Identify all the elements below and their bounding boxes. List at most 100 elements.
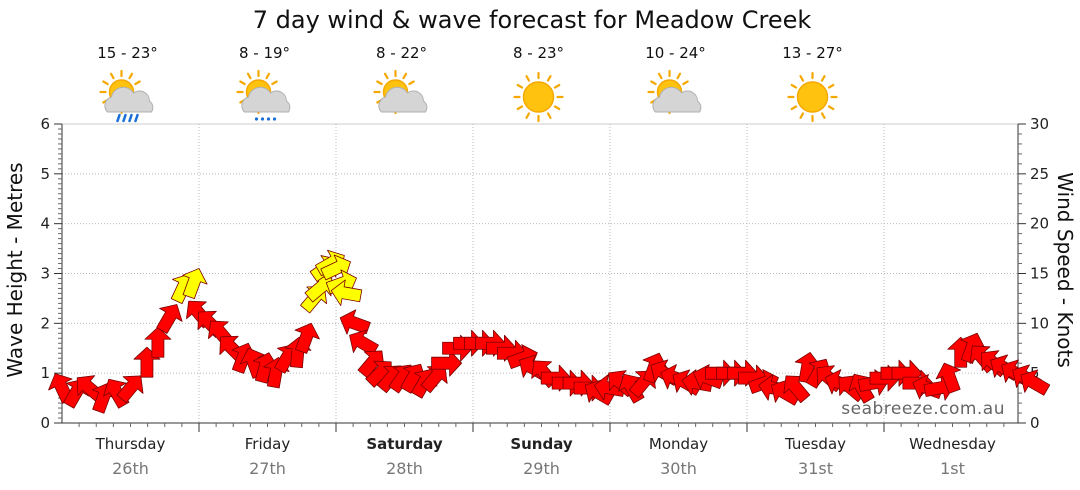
- x-day-label: Monday: [649, 435, 708, 453]
- x-day-label: Friday: [245, 435, 291, 453]
- sun-ray: [246, 72, 252, 80]
- x-date-label: 29th: [523, 459, 560, 478]
- sun-ray: [546, 112, 552, 119]
- sun-ray: [790, 83, 798, 89]
- sun-ray: [128, 72, 134, 80]
- wind-arrow: [330, 279, 363, 306]
- y-left-tick-label: 6: [40, 115, 50, 133]
- weather-forecast-row: 15 - 23° 8 - 19° 8 - 22° 8 - 23° 10 - 24° 13 …: [97, 44, 843, 123]
- sun-ray: [657, 72, 663, 80]
- x-date-label: 31st: [798, 459, 833, 478]
- wind-arrow: [116, 375, 144, 404]
- x-day-label: Wednesday: [909, 435, 996, 453]
- sun-ray: [525, 112, 531, 119]
- drizzle-drop: [254, 117, 259, 121]
- sun-ray: [109, 72, 115, 80]
- chart-title: 7 day wind & wave forecast for Meadow Cr…: [253, 6, 812, 34]
- x-day-label: Saturday: [366, 435, 443, 453]
- drizzle-drop: [260, 117, 265, 121]
- sun-ray: [546, 75, 552, 82]
- sun-ray: [383, 72, 389, 80]
- sun-ray: [239, 80, 246, 86]
- sun-ray: [271, 80, 278, 86]
- y-left-tick-label: 4: [40, 215, 50, 233]
- temperature-range: 10 - 24°: [645, 44, 706, 62]
- sun-cloud-icon: [647, 69, 702, 115]
- x-date-label: 26th: [112, 459, 149, 478]
- sun-ray: [525, 75, 531, 82]
- sun-icon: [513, 71, 564, 123]
- y-right-tick-label: 20: [1030, 215, 1049, 233]
- sun-ray: [376, 80, 383, 86]
- sun-ray: [408, 80, 415, 86]
- sun-ray: [790, 105, 798, 111]
- y-right-tick-label: 10: [1030, 314, 1049, 332]
- y-right-tick-label: 0: [1030, 414, 1040, 432]
- wind-arrow: [935, 362, 962, 394]
- sun-cloud-drizzle-icon: [236, 69, 291, 121]
- sun-ray: [553, 105, 561, 111]
- x-day-label: Sunday: [510, 435, 573, 453]
- sun-ray: [799, 75, 805, 82]
- wind-arrow: [420, 365, 448, 394]
- cloud-shape: [104, 86, 154, 113]
- sun-ray: [820, 112, 826, 119]
- sun-cloud-icon: [373, 69, 428, 115]
- wind-arrow: [1020, 369, 1051, 396]
- wind-arrow: [144, 326, 172, 358]
- sun-ray: [516, 105, 524, 111]
- y-left-tick-label: 0: [40, 414, 50, 432]
- x-date-label: 30th: [660, 459, 697, 478]
- y-right-tick-label: 25: [1030, 165, 1049, 183]
- sun-ray: [827, 83, 835, 89]
- sun-disc: [522, 81, 555, 113]
- wind-arrow: [339, 309, 371, 335]
- sun-ray: [553, 83, 561, 89]
- x-date-label: 28th: [386, 459, 423, 478]
- y-left-tick-label: 1: [40, 364, 50, 382]
- sun-ray: [799, 112, 805, 119]
- sun-ray: [820, 75, 826, 82]
- rain-drop: [128, 113, 133, 123]
- x-date-label: 1st: [940, 459, 965, 478]
- sun-ray: [650, 80, 657, 86]
- temperature-range: 8 - 22°: [376, 44, 427, 62]
- temperature-range: 13 - 27°: [782, 44, 843, 62]
- wind-arrow: [349, 329, 379, 356]
- temperature-range: 8 - 23°: [513, 44, 564, 62]
- temperature-range: 8 - 19°: [239, 44, 290, 62]
- y-axis-right-label: Wind Speed - Knots: [1053, 172, 1077, 368]
- y-left-tick-label: 3: [40, 265, 50, 283]
- wind-arrow: [156, 304, 183, 334]
- y-left-tick-label: 2: [40, 314, 50, 332]
- y-right-tick-label: 30: [1030, 115, 1049, 133]
- rain-drop: [116, 113, 121, 123]
- x-day-label: Tuesday: [784, 435, 846, 453]
- rain-drop: [122, 113, 127, 123]
- y-left-tick-label: 5: [40, 165, 50, 183]
- drizzle-drop: [272, 117, 277, 121]
- sun-ray: [827, 105, 835, 111]
- sun-ray: [402, 72, 408, 80]
- sun-disc: [796, 81, 829, 113]
- y-right-tick-label: 15: [1030, 265, 1049, 283]
- temperature-range: 15 - 23°: [97, 44, 158, 62]
- sun-icon: [787, 71, 838, 123]
- rain-drop: [134, 113, 139, 123]
- sun-ray: [516, 83, 524, 89]
- wind-arrow: [294, 322, 320, 354]
- x-day-label: Thursday: [95, 435, 166, 453]
- sun-ray: [102, 80, 109, 86]
- wind-arrows: [48, 249, 1051, 414]
- sun-cloud-rain-icon: [99, 69, 154, 123]
- sun-ray: [682, 80, 689, 86]
- x-date-label: 27th: [249, 459, 286, 478]
- cloud-shape: [378, 86, 428, 113]
- y-axis-left-label: Wave Height - Metres: [3, 162, 27, 377]
- cloud-shape: [241, 86, 291, 113]
- wind-arrow: [431, 349, 463, 377]
- wind-arrow: [182, 268, 208, 300]
- drizzle-drop: [266, 117, 271, 121]
- cloud-shape: [652, 86, 702, 113]
